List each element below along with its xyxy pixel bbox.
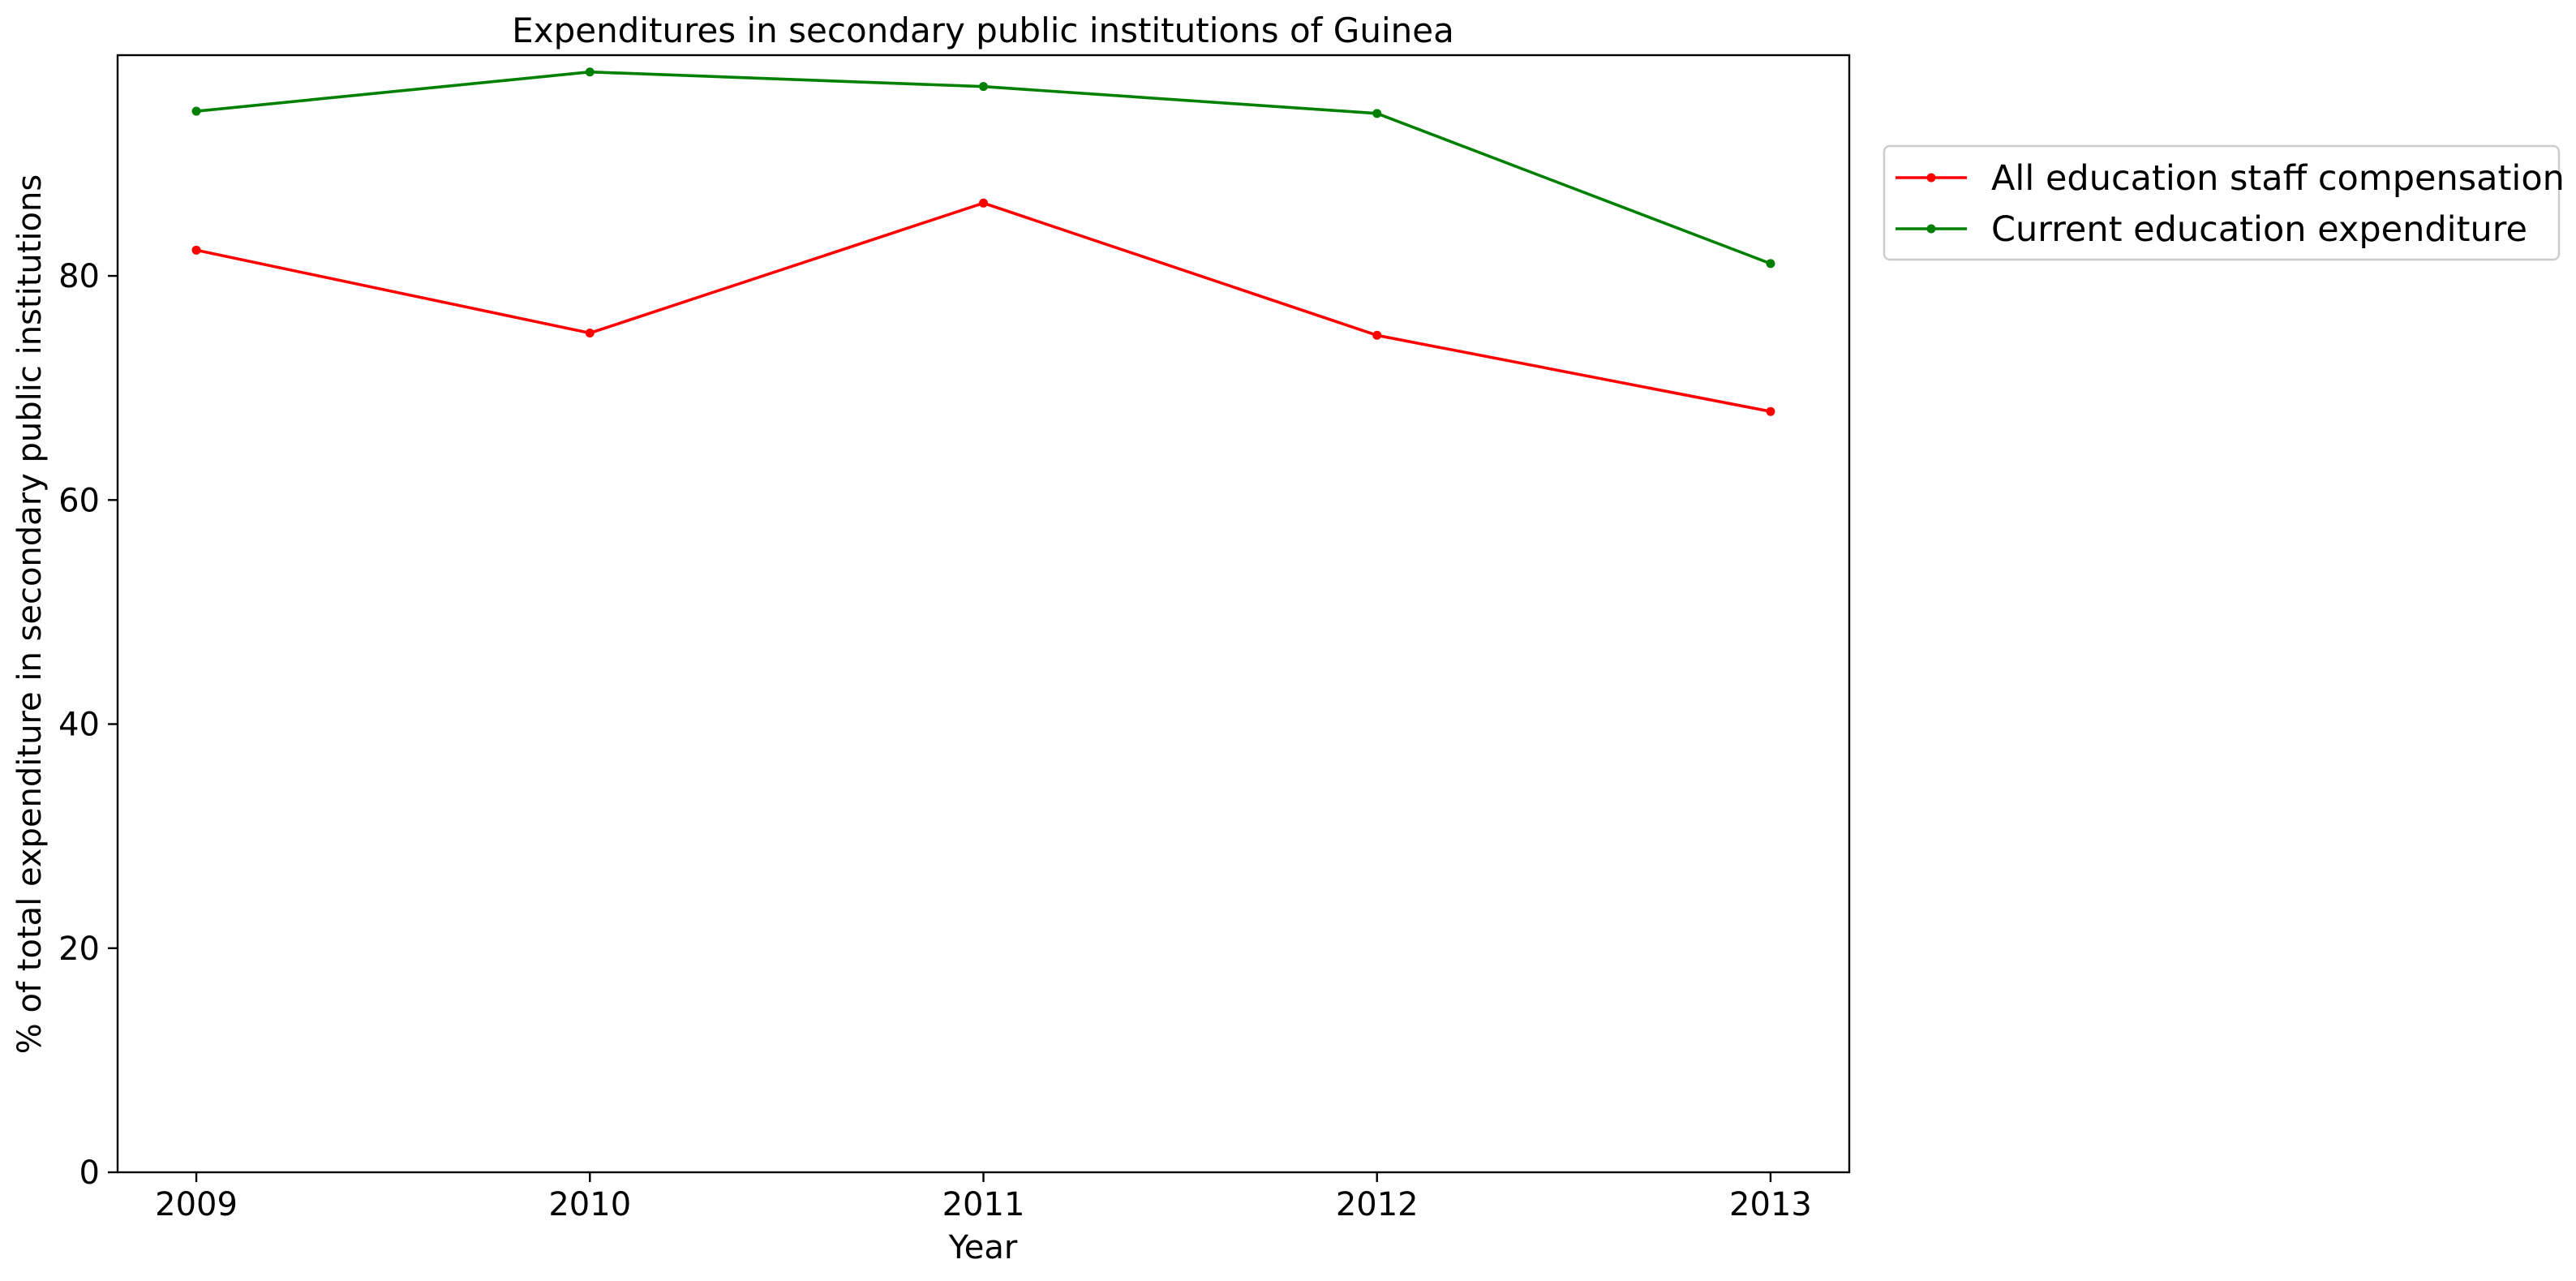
legend-label: All education staff compensation [1991, 158, 2565, 199]
data-point [979, 198, 988, 208]
plot-area-frame [116, 54, 1851, 1174]
series-1 [191, 67, 1775, 269]
x-axis-label: Year [948, 1229, 1018, 1266]
y-tick-label: 60 [58, 482, 100, 519]
y-tick-label: 40 [58, 707, 100, 744]
x-axis: 2009 2010 2011 2012 2013 [155, 1172, 1812, 1223]
legend-swatch-marker [1926, 224, 1936, 234]
series-0 [191, 198, 1775, 416]
x-tick-label: 2013 [1729, 1186, 1812, 1223]
data-point [1766, 259, 1775, 269]
y-axis: 0 20 40 60 80 [58, 258, 118, 1192]
legend-frame [1883, 144, 2561, 261]
data-point [1766, 406, 1775, 416]
x-tick-label: 2010 [548, 1186, 631, 1223]
series-layer [191, 67, 1775, 416]
legend: All education staff compensation Current … [1883, 144, 2565, 261]
data-point [1372, 109, 1382, 118]
x-tick-label: 2009 [155, 1186, 238, 1223]
legend-label: Current education expenditure [1991, 209, 2527, 250]
y-axis-label: % of total expenditure in secondary publ… [11, 174, 49, 1054]
y-tick-label: 80 [58, 258, 100, 295]
data-point [585, 67, 595, 77]
x-tick-label: 2011 [942, 1186, 1025, 1223]
legend-swatch-marker [1926, 173, 1936, 183]
y-tick-label: 20 [58, 931, 100, 968]
data-point [979, 82, 988, 92]
data-point [1372, 330, 1382, 340]
data-point [191, 106, 201, 116]
data-point [191, 245, 201, 255]
x-tick-label: 2012 [1336, 1186, 1419, 1223]
y-tick-label: 0 [79, 1154, 100, 1192]
chart-title: Expenditures in secondary public institu… [512, 11, 1454, 50]
data-point [585, 329, 595, 338]
